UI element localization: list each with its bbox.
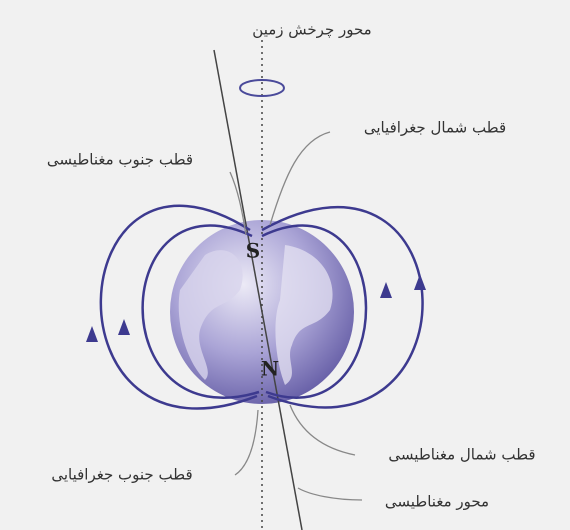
field-lines	[86, 204, 426, 410]
pole-label: S	[246, 239, 260, 263]
title: محور چرخش زمین	[252, 21, 371, 39]
label: قطب شمال مغناطیسی	[388, 446, 535, 464]
label: قطب جنوب جغرافیایی	[51, 466, 192, 484]
leader-lines	[229, 131, 363, 501]
label: قطب جنوب مغناطیسی	[47, 151, 193, 169]
label: قطب شمال جغرافیایی	[364, 119, 506, 137]
pole-label: N	[261, 357, 279, 381]
label: محور مغناطیسی	[385, 493, 489, 511]
magnetic-axis-line	[213, 49, 303, 530]
rotation-arrow	[239, 79, 285, 97]
